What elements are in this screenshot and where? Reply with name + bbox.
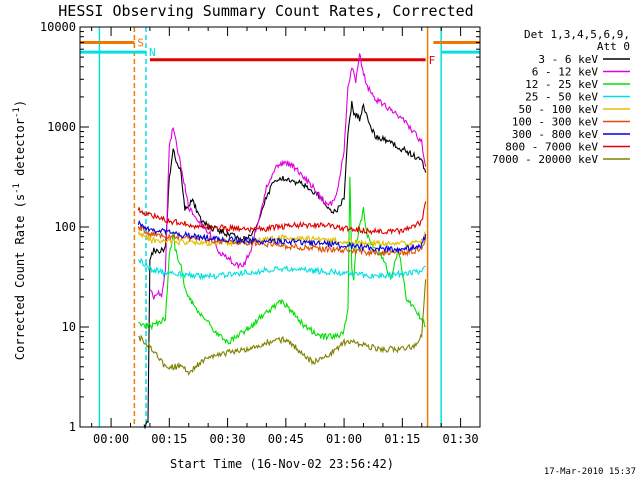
y-tick-label: 10000: [40, 20, 76, 34]
legend-label: 800 - 7000 keV: [505, 141, 598, 154]
legend-label: 7000 - 20000 keV: [492, 153, 598, 166]
legend-header-line1: Det 1,3,4,5,6,9,: [524, 28, 630, 41]
x-tick-label: 00:45: [268, 432, 304, 446]
flag-label-S: S: [137, 36, 144, 49]
axis-layer: 1 10 100 1000 10000 00:00 00:15 00:30 00:45 01:00…: [40, 20, 481, 446]
chart-title: HESSI Observing Summary Count Rates, Cor…: [58, 2, 473, 20]
x-tick-label: 01:15: [384, 432, 420, 446]
series-line-5: [137, 225, 427, 258]
y-axis-label-end: ): [13, 100, 27, 107]
x-tick-label: 00:15: [151, 432, 187, 446]
y-axis-label-mid: detector: [13, 118, 27, 183]
series-line-8: [138, 279, 427, 376]
y-axis-label: Corrected Count Rate (s-1 detector-1): [12, 100, 27, 360]
legend-header-line2: Att 0: [597, 40, 630, 53]
timestamp: 17-Mar-2010 15:37: [544, 467, 636, 477]
legend-label: 12 - 25 keV: [525, 78, 598, 91]
legend-label: 300 - 800 keV: [512, 128, 598, 141]
legend-label: 3 - 6 keV: [538, 53, 598, 66]
y-tick-label: 10: [62, 320, 76, 334]
y-tick-label: 1: [69, 420, 76, 434]
series-line-0: [143, 101, 427, 430]
x-axis-label: Start Time (16-Nov-02 23:56:42): [170, 457, 394, 471]
y-axis-label-sup: -1: [12, 183, 22, 194]
series-line-6: [137, 219, 427, 254]
plot-layer: SN F: [80, 27, 480, 430]
legend-label: 50 - 100 keV: [519, 103, 599, 116]
flag-label-F: F: [429, 54, 436, 67]
series-line-1: [149, 53, 427, 300]
legend-label: 6 - 12 keV: [532, 66, 599, 79]
y-tick-label: 100: [54, 220, 76, 234]
legend-label: 25 - 50 keV: [525, 91, 598, 104]
series-line-2: [138, 176, 426, 345]
x-tick-label: 01:30: [443, 432, 479, 446]
x-tick-label: 00:30: [210, 432, 246, 446]
flag-label-N: N: [149, 46, 156, 59]
y-axis-label-main: Corrected Count Rate (s: [13, 194, 27, 360]
series-line-4: [137, 229, 426, 248]
y-axis-label-sup2: -1: [12, 107, 22, 118]
y-tick-label: 1000: [47, 120, 76, 134]
x-tick-label: 00:00: [93, 432, 129, 446]
series-line-7: [137, 201, 427, 236]
series-line-3: [137, 257, 426, 281]
legend-label: 100 - 300 keV: [512, 116, 598, 129]
x-tick-label: 01:00: [326, 432, 362, 446]
